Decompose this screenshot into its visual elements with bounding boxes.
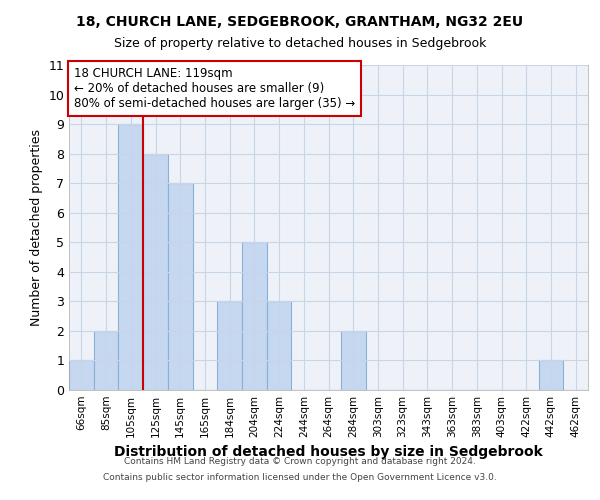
Bar <box>118 124 143 390</box>
Text: Contains public sector information licensed under the Open Government Licence v3: Contains public sector information licen… <box>103 472 497 482</box>
Y-axis label: Number of detached properties: Number of detached properties <box>30 129 43 326</box>
Bar <box>267 302 292 390</box>
Bar <box>539 360 563 390</box>
Bar <box>143 154 168 390</box>
Text: 18 CHURCH LANE: 119sqm
← 20% of detached houses are smaller (9)
80% of semi-deta: 18 CHURCH LANE: 119sqm ← 20% of detached… <box>74 66 355 110</box>
Bar <box>242 242 267 390</box>
Bar <box>217 302 242 390</box>
Text: 18, CHURCH LANE, SEDGEBROOK, GRANTHAM, NG32 2EU: 18, CHURCH LANE, SEDGEBROOK, GRANTHAM, N… <box>76 15 524 29</box>
Bar <box>341 331 365 390</box>
Text: Size of property relative to detached houses in Sedgebrook: Size of property relative to detached ho… <box>114 38 486 51</box>
Text: Contains HM Land Registry data © Crown copyright and database right 2024.: Contains HM Land Registry data © Crown c… <box>124 458 476 466</box>
X-axis label: Distribution of detached houses by size in Sedgebrook: Distribution of detached houses by size … <box>114 446 543 460</box>
Bar <box>94 331 118 390</box>
Bar <box>168 183 193 390</box>
Bar <box>69 360 94 390</box>
